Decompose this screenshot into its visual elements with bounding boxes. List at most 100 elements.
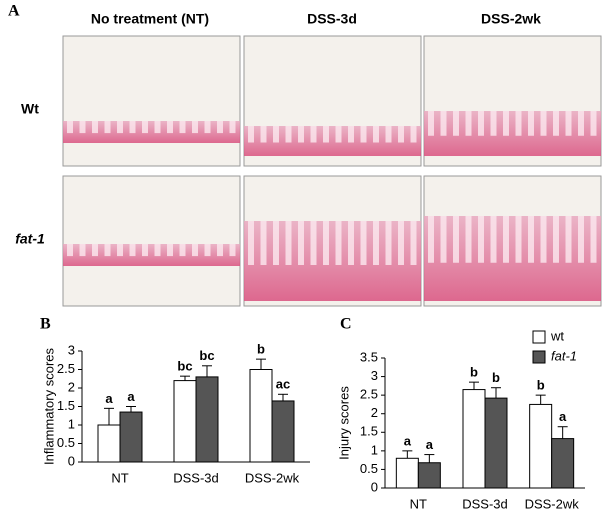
crypt [503, 216, 509, 263]
tissue [424, 216, 601, 301]
crypt [465, 111, 472, 136]
legend-swatch [532, 330, 546, 344]
crypt [92, 244, 98, 257]
bar [484, 397, 508, 489]
bar [395, 457, 419, 489]
crypt [298, 126, 304, 143]
crypt [229, 244, 236, 257]
crypt [179, 121, 186, 134]
tissue [244, 221, 421, 301]
crypt [540, 111, 547, 136]
legend-label: wt [550, 328, 564, 343]
panel-label: A [8, 3, 20, 20]
significance-letter: b [470, 365, 478, 380]
tissue [63, 121, 240, 143]
crypt [515, 111, 522, 136]
histology-images [62, 35, 602, 307]
column-header: DSS-3d [307, 11, 357, 27]
y-tick-label: 0.5 [57, 435, 75, 450]
crypt [79, 244, 86, 257]
x-tick-label: DSS-3d [173, 470, 219, 485]
significance-letter: b [257, 342, 265, 357]
crypt [553, 111, 559, 136]
significance-letter: b [492, 370, 500, 385]
y-tick-label: 0 [68, 453, 75, 468]
crypt [167, 121, 173, 134]
significance-letter: bc [177, 359, 192, 374]
crypt [373, 126, 379, 143]
significance-letter: b [537, 378, 545, 393]
y-tick-label: 1 [68, 416, 75, 431]
crypt [453, 111, 459, 136]
crypt [285, 221, 292, 265]
crypt [428, 111, 434, 136]
bar [249, 369, 273, 463]
crypt [410, 221, 417, 265]
histology-image [62, 175, 241, 307]
crypt [453, 216, 459, 263]
significance-letter: bc [199, 348, 214, 363]
crypt [229, 121, 236, 134]
crypt [335, 126, 342, 143]
crypt [590, 216, 597, 263]
significance-letter: a [426, 437, 434, 452]
x-tick-label: DSS-2wk [245, 470, 300, 485]
y-tick-label: 2.5 [57, 361, 75, 376]
crypt [578, 216, 584, 263]
y-tick-label: 2 [371, 405, 378, 420]
y-tick-label: 0.5 [360, 461, 378, 476]
crypt [515, 216, 522, 263]
crypt [398, 221, 404, 265]
crypt [540, 216, 547, 263]
row-label: Wt [21, 101, 39, 117]
crypt [348, 221, 354, 265]
crypt [310, 126, 317, 143]
crypt [67, 244, 73, 257]
crypt [260, 126, 267, 143]
bar [529, 403, 553, 489]
bar [119, 411, 143, 463]
crypt [490, 111, 497, 136]
tissue [244, 126, 421, 156]
bar [97, 424, 121, 463]
crypt [217, 121, 223, 134]
crypt [117, 121, 123, 134]
significance-letter: a [105, 391, 113, 406]
legend-swatch [532, 350, 546, 364]
crypt [590, 111, 597, 136]
crypt [142, 244, 148, 257]
crypt [578, 111, 584, 136]
crypt [167, 244, 173, 257]
crypt [528, 111, 534, 136]
crypt [273, 126, 279, 143]
crypt [298, 221, 304, 265]
bar [417, 462, 441, 489]
crypt [323, 221, 329, 265]
crypt [248, 221, 254, 265]
crypt [129, 121, 136, 134]
y-axis-label: Inflammatory scores [41, 347, 56, 465]
y-tick-label: 1.5 [360, 424, 378, 439]
bar [271, 400, 295, 463]
crypt [323, 126, 329, 143]
crypt [217, 244, 223, 257]
crypt [79, 121, 86, 134]
crypt [465, 216, 472, 263]
crypt [385, 126, 392, 143]
crypt [154, 121, 161, 134]
legend-label: fat-1 [551, 348, 577, 363]
bar [195, 376, 219, 463]
y-axis-label: Injury scores [336, 386, 351, 460]
crypt [428, 216, 434, 263]
y-tick-label: 1.5 [57, 398, 75, 413]
crypt [348, 126, 354, 143]
y-tick-label: 1 [371, 442, 378, 457]
bar [462, 389, 486, 489]
crypt [360, 126, 367, 143]
column-header: No treatment (NT) [91, 11, 209, 27]
panel-label: C [340, 316, 352, 333]
y-tick-label: 2 [68, 379, 75, 394]
crypt [385, 221, 392, 265]
crypt [310, 221, 317, 265]
